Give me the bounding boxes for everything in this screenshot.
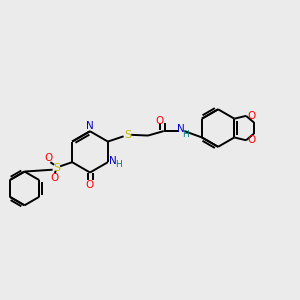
Text: S: S xyxy=(53,163,60,173)
Text: N: N xyxy=(86,121,94,131)
Text: O: O xyxy=(156,116,164,126)
Text: O: O xyxy=(247,111,255,121)
Text: N: N xyxy=(109,156,117,166)
Text: S: S xyxy=(124,130,131,140)
Text: O: O xyxy=(247,135,255,145)
Text: H: H xyxy=(182,130,189,139)
Text: O: O xyxy=(50,173,59,183)
Text: N: N xyxy=(178,124,185,134)
Text: O: O xyxy=(44,153,52,164)
Text: H: H xyxy=(115,160,122,169)
Text: O: O xyxy=(86,179,94,190)
